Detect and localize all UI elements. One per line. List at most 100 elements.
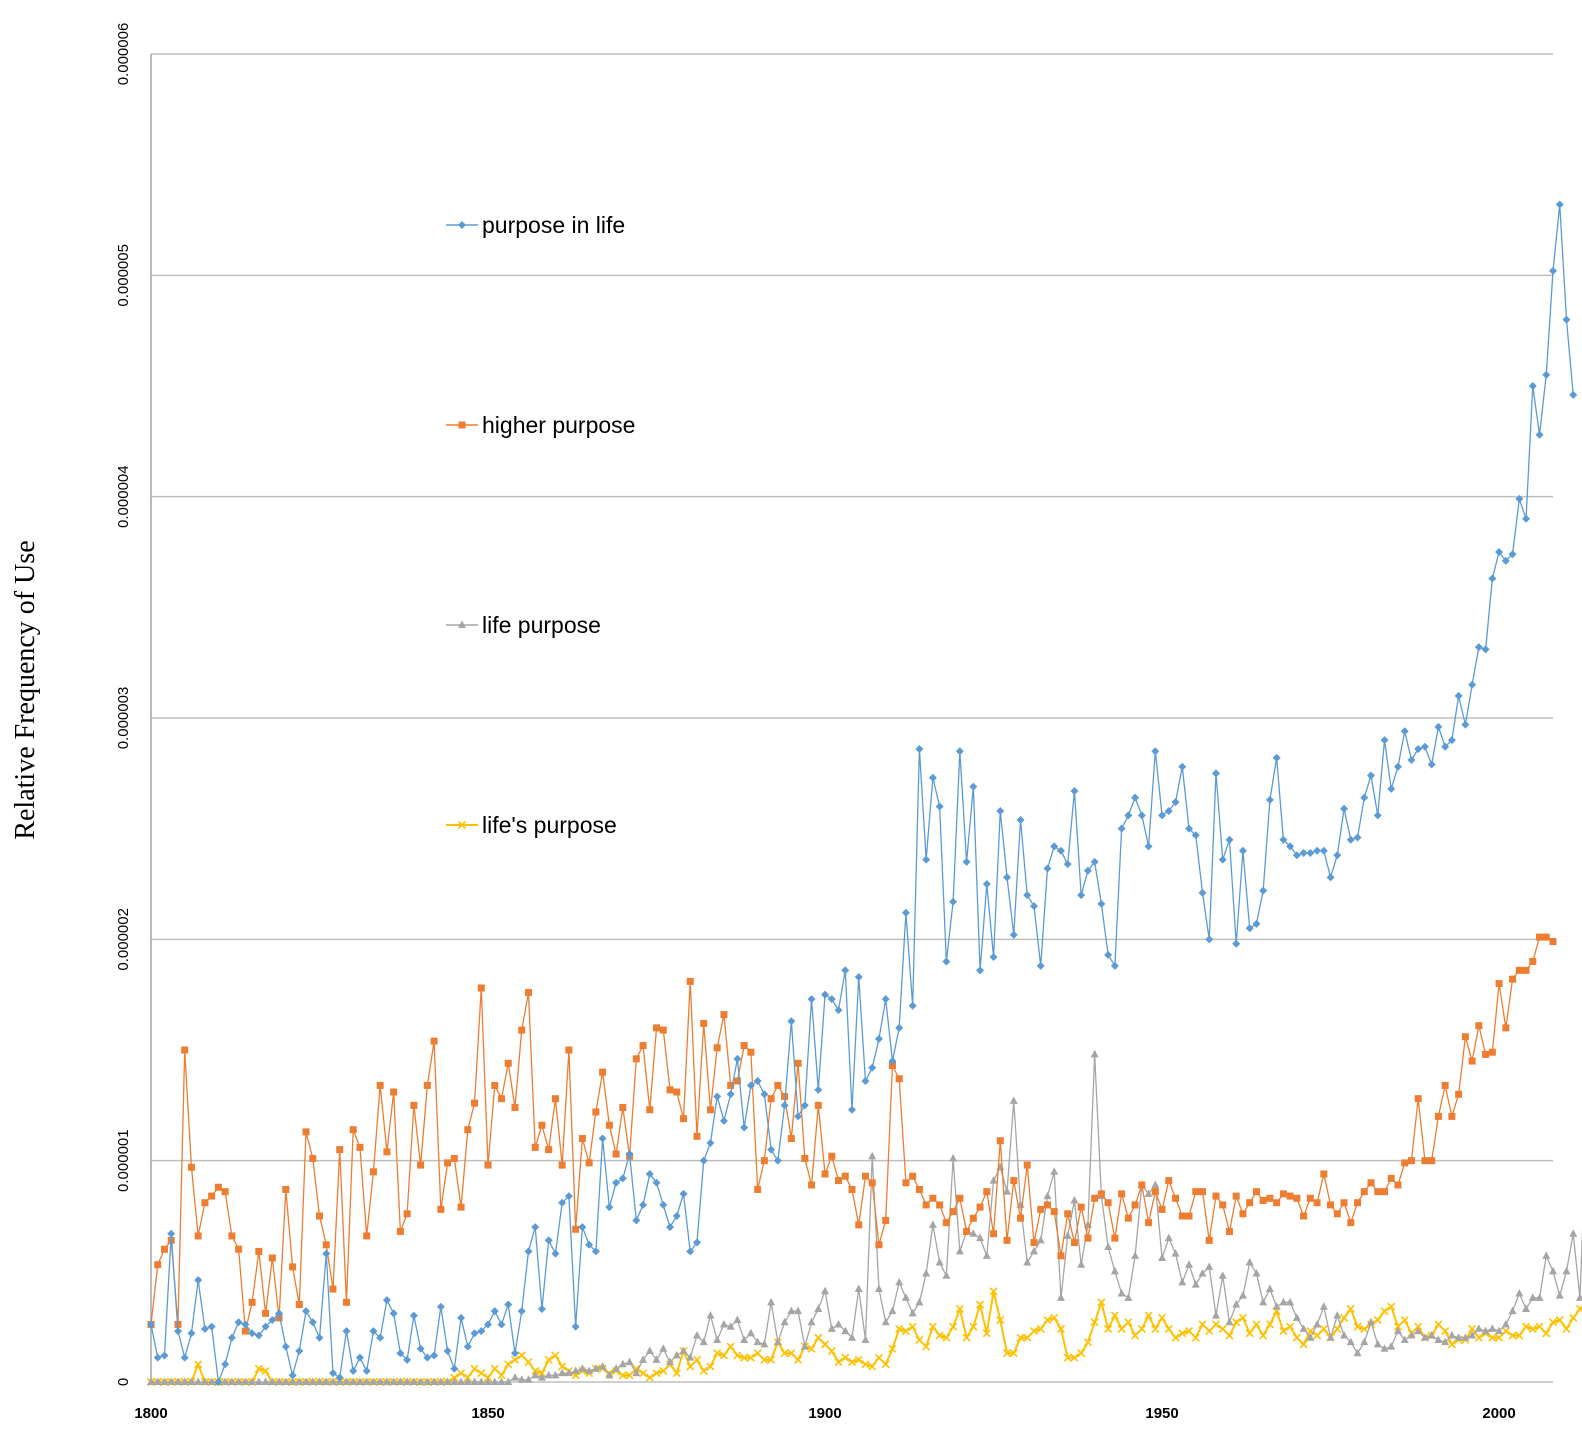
data-point — [1333, 1311, 1342, 1319]
data-point — [275, 1314, 283, 1322]
data-point — [390, 1088, 398, 1096]
data-point — [618, 1371, 627, 1380]
data-point — [1481, 1326, 1490, 1335]
data-point — [1522, 966, 1530, 974]
data-point — [1501, 1319, 1510, 1328]
data-point — [1124, 1318, 1133, 1327]
data-point — [538, 1121, 546, 1129]
data-point — [1050, 1167, 1059, 1175]
data-point — [1427, 760, 1436, 769]
data-point — [726, 1342, 735, 1351]
data-point — [1056, 846, 1065, 855]
y-tick-label: 0.000006 — [115, 23, 132, 86]
data-point — [315, 1377, 324, 1385]
data-point — [787, 1349, 796, 1358]
data-point — [672, 1212, 681, 1220]
data-point — [841, 1326, 850, 1335]
data-point — [652, 1355, 661, 1363]
data-point — [295, 1301, 303, 1309]
data-point — [719, 1116, 728, 1125]
data-point — [773, 1337, 782, 1346]
data-point — [901, 1293, 910, 1301]
data-point — [248, 1329, 257, 1338]
data-point — [1110, 1311, 1119, 1320]
data-point — [1454, 1333, 1463, 1341]
data-point — [713, 1349, 722, 1358]
data-point — [383, 1148, 391, 1156]
data-point — [1569, 1229, 1578, 1237]
data-point — [928, 1322, 937, 1331]
data-point — [659, 1344, 668, 1352]
data-point — [1070, 787, 1079, 796]
data-point — [1232, 939, 1241, 948]
data-point — [962, 857, 971, 866]
data-point — [531, 1143, 539, 1151]
data-point — [295, 1377, 304, 1385]
data-point — [369, 1377, 378, 1385]
legend-item: purpose in life — [446, 212, 625, 238]
data-point — [524, 1358, 533, 1367]
data-point — [605, 1203, 614, 1212]
data-point — [1118, 1190, 1126, 1198]
data-point — [1016, 1333, 1025, 1342]
data-point — [639, 1042, 647, 1050]
data-point — [1495, 1333, 1504, 1342]
data-point — [1306, 849, 1315, 858]
data-point — [376, 1333, 385, 1342]
data-point — [558, 1368, 567, 1377]
data-point — [706, 1138, 715, 1147]
data-point — [173, 1327, 182, 1336]
data-point — [1165, 1177, 1173, 1185]
data-point — [1279, 1297, 1288, 1306]
data-point — [646, 1106, 654, 1114]
data-point — [268, 1316, 277, 1325]
data-point — [490, 1307, 499, 1316]
data-point — [982, 1251, 991, 1259]
data-point — [275, 1377, 284, 1385]
data-point — [780, 1349, 789, 1358]
data-point — [254, 1331, 263, 1340]
data-point — [706, 1362, 715, 1371]
data-point — [524, 988, 532, 996]
data-point — [1029, 1246, 1038, 1255]
data-point — [781, 1092, 789, 1100]
data-point — [160, 1245, 168, 1253]
data-point — [315, 1333, 324, 1342]
data-point — [470, 1377, 479, 1385]
data-point — [672, 1369, 681, 1378]
data-point — [436, 1377, 445, 1385]
data-point — [1528, 382, 1537, 390]
data-point — [1447, 1340, 1456, 1349]
data-point — [773, 1156, 782, 1165]
data-point — [329, 1285, 337, 1293]
data-point — [625, 1357, 634, 1366]
data-point — [800, 1101, 809, 1110]
data-point — [666, 1223, 675, 1232]
data-point — [484, 1377, 493, 1385]
data-point — [1023, 1333, 1032, 1342]
data-point — [787, 1135, 795, 1143]
data-point — [1232, 1318, 1241, 1327]
data-point — [227, 1377, 236, 1385]
data-point — [1292, 1333, 1301, 1342]
data-point — [632, 1216, 641, 1225]
data-point — [1428, 1157, 1436, 1165]
data-point — [976, 1203, 984, 1211]
data-point — [949, 897, 958, 906]
data-point — [450, 1364, 459, 1373]
data-point — [1434, 722, 1443, 731]
data-point — [740, 1335, 749, 1343]
data-point — [248, 1298, 256, 1306]
data-point — [477, 1369, 486, 1378]
data-point — [578, 1135, 586, 1143]
data-point — [915, 744, 924, 753]
data-point — [955, 1304, 964, 1314]
data-point — [1414, 744, 1423, 753]
data-point — [861, 1076, 870, 1085]
data-point — [693, 1132, 701, 1140]
data-point — [511, 1104, 519, 1112]
data-point — [1252, 919, 1261, 928]
data-point — [1535, 1322, 1544, 1331]
data-point — [753, 1349, 762, 1358]
data-point — [262, 1309, 270, 1317]
